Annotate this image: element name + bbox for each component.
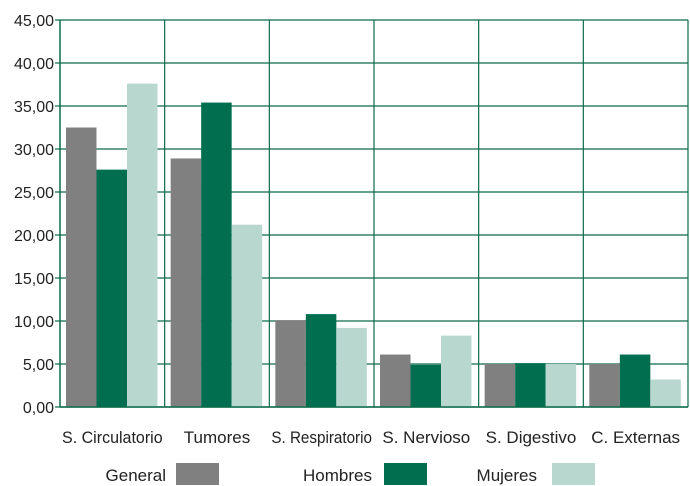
y-tick-label: 0,00 <box>23 400 54 417</box>
category-labels: S. Circulatorio Tumores S. Respiratorio S. … <box>62 428 680 448</box>
bar-general <box>275 320 306 407</box>
plot-grid <box>60 19 689 408</box>
bar-general <box>484 364 516 407</box>
legend: General Hombres Mujeres <box>106 463 595 485</box>
y-tick-label: 35,00 <box>14 99 54 116</box>
y-tick-label: 45,00 <box>14 13 54 30</box>
bar-hombres <box>619 354 651 407</box>
category-label: C. Externas <box>591 428 680 447</box>
y-tick-label: 10,00 <box>14 314 54 331</box>
bar-general <box>170 158 202 407</box>
legend-swatch-hombres <box>384 463 427 485</box>
legend-swatch-mujeres <box>552 463 595 485</box>
legend-swatch-general <box>176 463 219 485</box>
bar-mujeres <box>127 83 158 407</box>
y-tick-label: 15,00 <box>14 271 54 288</box>
bar-hombres <box>515 363 546 407</box>
bar-general <box>66 127 97 407</box>
bars-group <box>66 83 681 407</box>
bar-hombres <box>410 364 441 407</box>
legend-label-general: General <box>106 466 166 485</box>
legend-label-mujeres: Mujeres <box>477 466 537 485</box>
bar-hombres <box>201 102 232 407</box>
category-label: S. Respiratorio <box>271 428 372 447</box>
y-tick-label: 40,00 <box>14 56 54 73</box>
y-tick-labels: 0,00 5,00 10,00 15,00 20,00 25,00 30,00 35,00 40… <box>14 13 54 417</box>
bar-mujeres <box>336 327 367 407</box>
category-label: S. Nervioso <box>382 428 470 447</box>
bar-hombres <box>305 314 337 407</box>
y-tick-label: 25,00 <box>14 185 54 202</box>
bar-hombres <box>96 169 127 407</box>
category-label: S. Digestivo <box>486 428 577 447</box>
bar-general <box>380 354 411 407</box>
axes-group <box>55 19 688 408</box>
legend-label-hombres: Hombres <box>303 466 372 485</box>
bar-general <box>589 364 620 407</box>
bar-mujeres <box>650 379 681 407</box>
y-tick-label: 20,00 <box>14 228 54 245</box>
y-tick-label: 5,00 <box>23 357 54 374</box>
bar-mujeres <box>231 224 263 407</box>
bar-mujeres <box>441 335 472 407</box>
category-label: Tumores <box>184 428 250 447</box>
category-label: S. Circulatorio <box>62 428 163 448</box>
bar-mujeres <box>545 364 577 407</box>
y-tick-label: 30,00 <box>14 142 54 159</box>
